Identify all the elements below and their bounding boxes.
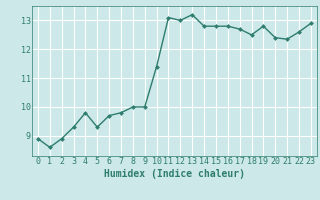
X-axis label: Humidex (Indice chaleur): Humidex (Indice chaleur) xyxy=(104,169,245,179)
